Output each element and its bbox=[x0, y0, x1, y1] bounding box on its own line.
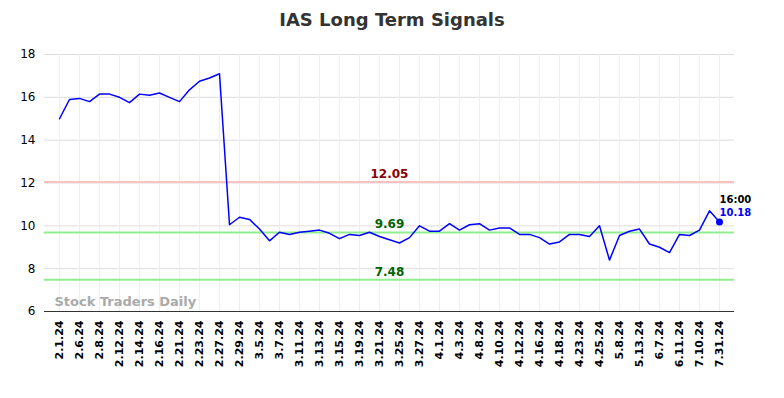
svg-text:4.1.24: 4.1.24 bbox=[433, 320, 446, 359]
svg-text:6: 6 bbox=[28, 304, 36, 318]
svg-text:3.21.24: 3.21.24 bbox=[373, 320, 386, 367]
svg-text:4.10.24: 4.10.24 bbox=[493, 320, 506, 367]
svg-text:6.11.24: 6.11.24 bbox=[673, 320, 686, 367]
svg-text:16: 16 bbox=[20, 90, 35, 104]
svg-text:2.29.24: 2.29.24 bbox=[233, 320, 246, 367]
svg-text:2.27.24: 2.27.24 bbox=[213, 320, 226, 367]
svg-text:4.18.24: 4.18.24 bbox=[553, 320, 566, 367]
svg-text:12: 12 bbox=[20, 176, 35, 190]
svg-text:9.69: 9.69 bbox=[375, 217, 405, 231]
svg-text:7.48: 7.48 bbox=[375, 265, 405, 279]
svg-text:14: 14 bbox=[20, 133, 35, 147]
svg-text:5.13.24: 5.13.24 bbox=[633, 320, 646, 367]
svg-text:6.7.24: 6.7.24 bbox=[653, 320, 666, 359]
svg-text:4.23.24: 4.23.24 bbox=[573, 320, 586, 367]
svg-text:10.18: 10.18 bbox=[720, 207, 752, 218]
svg-text:2.14.24: 2.14.24 bbox=[133, 320, 146, 367]
svg-text:3.27.24: 3.27.24 bbox=[413, 320, 426, 367]
svg-text:4.12.24: 4.12.24 bbox=[513, 320, 526, 367]
svg-text:3.25.24: 3.25.24 bbox=[393, 320, 406, 367]
svg-text:2.1.24: 2.1.24 bbox=[53, 320, 66, 359]
svg-text:8: 8 bbox=[28, 262, 36, 276]
svg-text:18: 18 bbox=[20, 47, 35, 61]
svg-text:4.3.24: 4.3.24 bbox=[453, 320, 466, 359]
svg-text:5.8.24: 5.8.24 bbox=[613, 320, 626, 359]
svg-text:2.6.24: 2.6.24 bbox=[73, 320, 86, 359]
svg-text:3.13.24: 3.13.24 bbox=[313, 320, 326, 367]
svg-text:10: 10 bbox=[20, 219, 35, 233]
svg-text:2.21.24: 2.21.24 bbox=[173, 320, 186, 367]
svg-text:4.8.24: 4.8.24 bbox=[473, 320, 486, 359]
svg-text:2.8.24: 2.8.24 bbox=[93, 320, 106, 359]
svg-text:2.23.24: 2.23.24 bbox=[193, 320, 206, 367]
html-text:IAS Long Term Signals: IAS Long Term Signals bbox=[279, 9, 505, 30]
svg-text:2.12.24: 2.12.24 bbox=[113, 320, 126, 367]
svg-text:7.31.24: 7.31.24 bbox=[713, 320, 726, 367]
svg-text:3.11.24: 3.11.24 bbox=[293, 320, 306, 367]
svg-text:3.5.24: 3.5.24 bbox=[253, 320, 266, 359]
svg-text:4.16.24: 4.16.24 bbox=[533, 320, 546, 367]
svg-text:4.25.24: 4.25.24 bbox=[593, 320, 606, 367]
svg-text:12.05: 12.05 bbox=[371, 167, 409, 181]
svg-text:7.10.24: 7.10.24 bbox=[693, 320, 706, 367]
svg-text:3.15.24: 3.15.24 bbox=[333, 320, 346, 367]
svg-text:2.16.24: 2.16.24 bbox=[153, 320, 166, 367]
svg-text:16:00: 16:00 bbox=[720, 194, 752, 205]
svg-text:3.19.24: 3.19.24 bbox=[353, 320, 366, 367]
svg-text:Stock Traders Daily: Stock Traders Daily bbox=[55, 294, 197, 309]
svg-text:3.7.24: 3.7.24 bbox=[273, 320, 286, 359]
